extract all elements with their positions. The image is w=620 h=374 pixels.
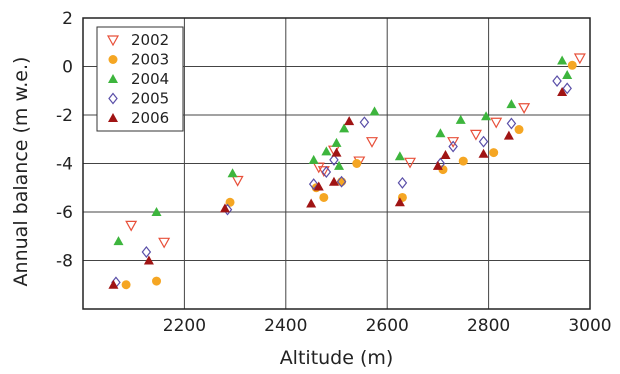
data-point xyxy=(352,159,362,168)
data-point xyxy=(435,128,446,138)
series-2006 xyxy=(108,86,568,289)
axis-ticks: 2200 2400 2600 2800 3000 -8 -6 -4 -2 0 2 xyxy=(56,9,612,336)
data-point xyxy=(489,148,499,158)
data-point xyxy=(503,130,514,140)
legend-marker xyxy=(106,35,120,47)
data-point xyxy=(506,99,517,109)
data-point xyxy=(227,168,238,178)
series-2004 xyxy=(113,55,573,246)
data-point xyxy=(490,117,503,129)
legend-label: 2003 xyxy=(131,51,169,69)
data-point xyxy=(329,153,339,166)
data-point xyxy=(514,125,524,135)
data-point xyxy=(321,146,332,156)
data-point xyxy=(455,114,466,124)
data-point xyxy=(562,69,573,79)
data-point xyxy=(552,75,562,88)
data-point xyxy=(143,255,154,265)
legend-label: 2002 xyxy=(131,31,169,49)
data-point xyxy=(344,116,355,126)
data-point xyxy=(506,117,517,130)
data-point xyxy=(567,60,577,70)
data-point xyxy=(331,147,342,157)
data-point xyxy=(394,197,405,207)
y-tick-label: -6 xyxy=(56,203,73,223)
data-points xyxy=(108,53,586,290)
data-point xyxy=(152,276,162,286)
legend-label: 2006 xyxy=(131,109,169,127)
data-point xyxy=(312,162,325,174)
data-point xyxy=(469,129,482,141)
data-point xyxy=(334,160,345,170)
legend-marker xyxy=(108,113,118,122)
data-point xyxy=(397,176,408,189)
data-point xyxy=(518,103,531,114)
data-point xyxy=(447,137,460,148)
data-point xyxy=(448,140,458,153)
data-point xyxy=(557,86,568,96)
data-point xyxy=(158,237,171,249)
data-point xyxy=(369,106,380,116)
series-2002 xyxy=(125,53,586,249)
data-point xyxy=(458,156,468,166)
data-point xyxy=(121,280,131,290)
y-tick-label: 2 xyxy=(62,9,73,29)
legend-item-2004: 2004 xyxy=(108,70,169,88)
x-tick-label: 2400 xyxy=(264,316,307,336)
legend-item-2002: 2002 xyxy=(106,31,169,49)
data-point xyxy=(308,178,319,191)
data-point xyxy=(108,279,119,289)
y-tick-label: 0 xyxy=(62,58,73,78)
data-point xyxy=(306,198,317,208)
data-point xyxy=(328,176,339,186)
x-tick-label: 2800 xyxy=(467,316,510,336)
legend-marker xyxy=(108,55,118,64)
data-point xyxy=(562,82,572,95)
data-point xyxy=(113,236,124,246)
legend-marker xyxy=(108,74,118,83)
data-point xyxy=(331,137,342,147)
data-point xyxy=(336,175,347,188)
data-point xyxy=(317,166,330,178)
data-point xyxy=(481,111,492,121)
legend-item-2005: 2005 xyxy=(108,90,169,108)
data-point xyxy=(403,157,417,169)
series-2003 xyxy=(121,60,577,290)
legend-marker xyxy=(108,92,118,105)
data-point xyxy=(308,154,319,164)
data-point xyxy=(478,148,489,158)
data-point xyxy=(231,175,244,187)
data-point xyxy=(219,203,230,213)
data-point xyxy=(321,166,332,178)
x-tick-label: 3000 xyxy=(568,316,611,336)
legend-item-2006: 2006 xyxy=(108,109,169,127)
legend-item-2003: 2003 xyxy=(108,51,169,69)
y-tick-label: -8 xyxy=(56,252,73,272)
data-point xyxy=(151,207,162,216)
data-point xyxy=(125,220,138,232)
x-axis-label: Altitude (m) xyxy=(280,347,394,369)
y-tick-label: -2 xyxy=(56,106,73,126)
data-point xyxy=(141,246,152,258)
data-point xyxy=(319,192,329,202)
data-point xyxy=(440,150,451,160)
x-tick-label: 2600 xyxy=(366,316,409,336)
y-tick-label: -4 xyxy=(56,155,73,175)
y-axis-label: Annual balance (m w.e.) xyxy=(10,57,32,287)
legend-label: 2004 xyxy=(131,70,169,88)
data-point xyxy=(557,55,568,65)
data-point xyxy=(394,151,405,161)
data-point xyxy=(359,116,370,129)
plot-frame xyxy=(82,17,591,310)
data-point xyxy=(313,181,324,191)
data-point xyxy=(478,135,489,148)
data-point xyxy=(573,53,586,65)
data-point xyxy=(339,123,350,133)
data-point xyxy=(432,160,443,170)
x-tick-label: 2200 xyxy=(163,316,206,336)
legend-label: 2005 xyxy=(131,90,169,108)
data-point xyxy=(365,137,379,148)
